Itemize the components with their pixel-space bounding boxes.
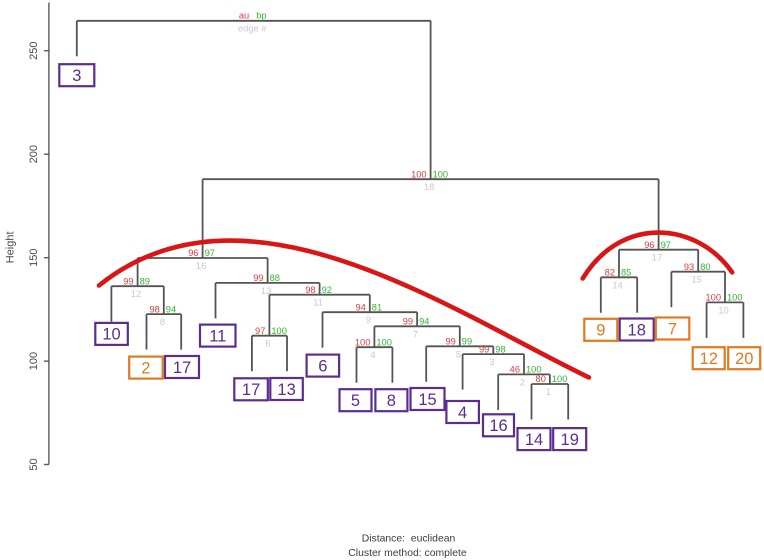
svg-text:14: 14: [612, 280, 622, 290]
svg-text:99: 99: [462, 337, 472, 347]
svg-text:89: 89: [140, 276, 150, 286]
svg-text:18: 18: [424, 182, 434, 192]
svg-text:11: 11: [209, 327, 226, 345]
svg-text:94: 94: [166, 304, 176, 314]
svg-text:100: 100: [727, 293, 743, 303]
svg-text:16: 16: [196, 261, 206, 271]
svg-text:6: 6: [265, 339, 270, 349]
svg-text:99: 99: [123, 276, 133, 286]
svg-text:97: 97: [205, 248, 215, 258]
svg-text:Height: Height: [5, 232, 17, 264]
svg-text:9: 9: [366, 315, 371, 325]
svg-text:98: 98: [149, 304, 159, 314]
svg-text:Cluster method: complete: Cluster method: complete: [348, 548, 467, 559]
svg-text:5: 5: [456, 349, 461, 359]
svg-text:10: 10: [102, 326, 120, 344]
svg-text:15: 15: [692, 275, 702, 285]
svg-text:7: 7: [668, 320, 677, 338]
svg-text:97: 97: [255, 326, 265, 336]
svg-text:94: 94: [355, 302, 365, 312]
svg-text:17: 17: [173, 359, 191, 377]
svg-text:85: 85: [621, 268, 631, 278]
svg-text:50: 50: [28, 458, 40, 470]
svg-text:100: 100: [526, 365, 542, 375]
svg-text:46: 46: [510, 365, 520, 375]
svg-text:1: 1: [546, 387, 551, 397]
svg-text:150: 150: [28, 249, 40, 267]
svg-text:8: 8: [160, 317, 165, 327]
svg-text:bp: bp: [256, 11, 266, 21]
svg-text:97: 97: [661, 240, 671, 250]
svg-text:3: 3: [489, 357, 494, 367]
svg-text:19: 19: [561, 431, 579, 449]
svg-text:14: 14: [525, 431, 543, 449]
svg-text:98: 98: [495, 344, 505, 354]
svg-text:8: 8: [387, 392, 396, 410]
svg-text:18: 18: [628, 321, 646, 339]
svg-text:88: 88: [270, 273, 280, 283]
svg-text:250: 250: [28, 42, 40, 60]
svg-text:100: 100: [355, 337, 371, 347]
svg-text:2: 2: [141, 359, 150, 377]
svg-text:4: 4: [458, 404, 467, 422]
svg-text:17: 17: [652, 253, 662, 263]
svg-text:92: 92: [322, 285, 332, 295]
svg-text:94: 94: [419, 317, 429, 327]
svg-text:99: 99: [445, 337, 455, 347]
svg-text:100: 100: [271, 326, 287, 336]
svg-text:15: 15: [418, 391, 436, 409]
svg-text:98: 98: [305, 285, 315, 295]
svg-text:6: 6: [318, 357, 327, 375]
svg-text:100: 100: [705, 293, 721, 303]
svg-text:100: 100: [28, 352, 40, 370]
svg-text:Distance: euclidean: Distance: euclidean: [362, 534, 456, 545]
svg-text:80: 80: [700, 262, 710, 272]
svg-text:11: 11: [313, 298, 323, 308]
svg-text:13: 13: [277, 381, 295, 399]
svg-text:16: 16: [489, 417, 507, 435]
svg-text:4: 4: [370, 350, 375, 360]
svg-text:93: 93: [684, 262, 694, 272]
svg-text:100: 100: [552, 374, 568, 384]
svg-text:100: 100: [411, 169, 427, 179]
svg-text:7: 7: [413, 329, 418, 339]
svg-text:13: 13: [261, 286, 271, 296]
svg-text:17: 17: [242, 381, 260, 399]
svg-text:80: 80: [536, 374, 546, 384]
svg-text:96: 96: [188, 248, 198, 258]
svg-text:au: au: [239, 11, 249, 21]
svg-text:2: 2: [520, 377, 525, 387]
svg-text:81: 81: [372, 302, 382, 312]
svg-text:96: 96: [644, 240, 654, 250]
svg-text:9: 9: [596, 322, 605, 340]
svg-text:82: 82: [605, 268, 615, 278]
svg-text:99: 99: [403, 317, 413, 327]
svg-text:12: 12: [700, 350, 718, 368]
svg-text:100: 100: [433, 169, 449, 179]
svg-text:99: 99: [253, 273, 263, 283]
svg-text:edge #: edge #: [238, 23, 267, 33]
svg-text:12: 12: [131, 289, 141, 299]
svg-text:200: 200: [28, 145, 40, 163]
svg-text:3: 3: [72, 67, 81, 85]
svg-text:5: 5: [351, 392, 360, 410]
svg-text:20: 20: [735, 350, 753, 368]
svg-text:100: 100: [376, 337, 392, 347]
svg-text:10: 10: [718, 305, 728, 315]
svg-text:99: 99: [479, 344, 489, 354]
